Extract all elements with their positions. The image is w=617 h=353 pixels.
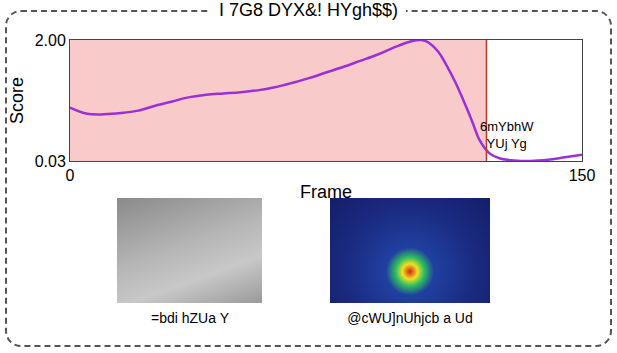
svg-text:0: 0 bbox=[66, 167, 75, 184]
svg-text:Score: Score bbox=[7, 77, 27, 124]
html-text:@cWU]nUhjcb a Ud: @cWU]nUhjcb a Ud bbox=[347, 310, 473, 326]
svg-text:2.00: 2.00 bbox=[35, 32, 66, 49]
svg-text:150: 150 bbox=[569, 167, 596, 184]
svg-text:6mYbhWYUj Yg: 6mYbhWYUj Yg bbox=[480, 119, 534, 151]
html-text:=bdi hZUa Y: =bdi hZUa Y bbox=[151, 310, 229, 326]
svg-text:0.03: 0.03 bbox=[35, 153, 66, 170]
html-text:I 7G8 DYX&! HYgh$$): I 7G8 DYX&! HYgh$$) bbox=[219, 0, 398, 20]
svg-text:Frame: Frame bbox=[300, 182, 352, 203]
